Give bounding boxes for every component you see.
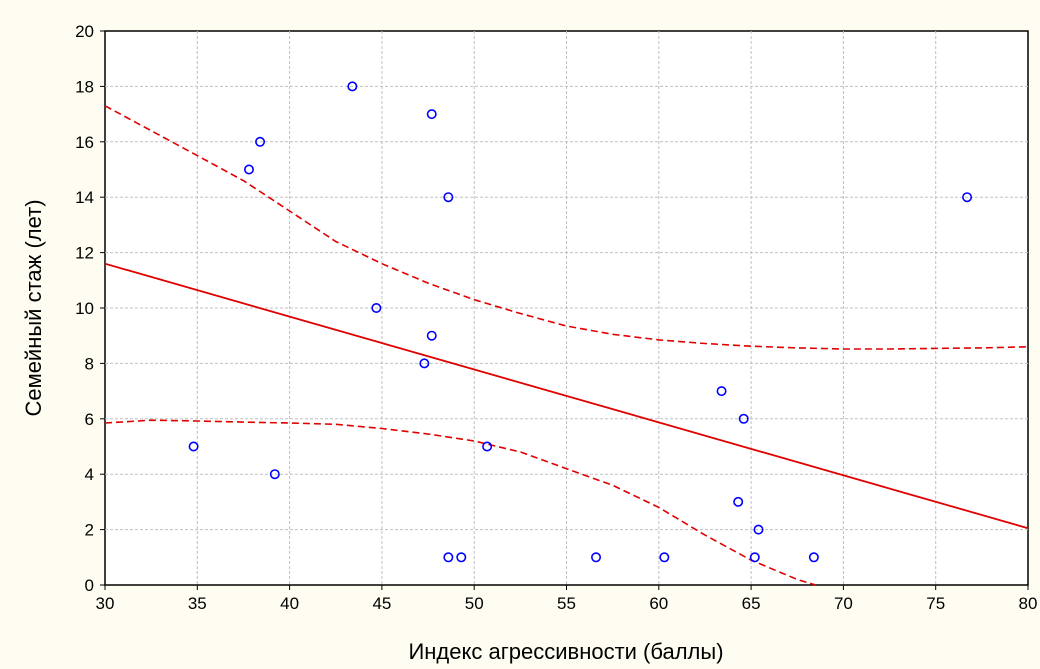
x-tick-label: 30 xyxy=(96,594,115,613)
data-point xyxy=(659,552,670,563)
data-point xyxy=(426,330,437,341)
axis-ticks xyxy=(100,30,1029,590)
y-tick-label: 0 xyxy=(85,576,94,595)
data-point xyxy=(456,552,467,563)
grid-lines xyxy=(105,31,1028,585)
y-tick-label: 2 xyxy=(85,521,94,540)
x-tick-label: 70 xyxy=(834,594,853,613)
data-point xyxy=(269,469,280,480)
x-tick-label: 65 xyxy=(742,594,761,613)
data-point xyxy=(749,552,760,563)
confidence-bands xyxy=(104,105,1029,586)
data-point xyxy=(733,496,744,507)
data-point xyxy=(443,552,454,563)
y-tick-labels: 0 2 4 6 8 10 12 14 16 18 20 xyxy=(75,22,94,595)
regression-line xyxy=(104,262,1029,530)
data-point xyxy=(808,552,819,563)
y-tick-label: 4 xyxy=(85,465,94,484)
data-point xyxy=(482,441,493,452)
y-tick-label: 20 xyxy=(75,22,94,41)
x-axis-title: Индекс агрессивности (баллы) xyxy=(408,639,723,664)
data-point xyxy=(255,136,266,147)
x-tick-labels: 30 35 40 45 50 55 60 65 70 75 80 xyxy=(96,594,1038,613)
x-tick-label: 60 xyxy=(649,594,668,613)
data-point xyxy=(716,386,727,397)
data-point xyxy=(443,192,454,203)
y-tick-label: 16 xyxy=(75,133,94,152)
y-tick-label: 18 xyxy=(75,77,94,96)
data-points xyxy=(188,81,973,563)
data-point xyxy=(591,552,602,563)
y-tick-label: 6 xyxy=(85,410,94,429)
x-tick-label: 35 xyxy=(188,594,207,613)
data-point xyxy=(188,441,199,452)
data-point xyxy=(243,164,254,175)
data-point xyxy=(738,413,749,424)
x-tick-label: 75 xyxy=(926,594,945,613)
regression-line-group xyxy=(104,262,1029,530)
data-point xyxy=(419,358,430,369)
y-tick-label: 10 xyxy=(75,299,94,318)
x-tick-label: 50 xyxy=(465,594,484,613)
data-point xyxy=(753,524,764,535)
data-point xyxy=(347,81,358,92)
data-point xyxy=(962,192,973,203)
confidence-lower-line xyxy=(104,419,816,586)
data-point xyxy=(371,302,382,313)
x-tick-label: 55 xyxy=(557,594,576,613)
x-tick-label: 40 xyxy=(280,594,299,613)
y-axis-title: Семейный стаж (лет) xyxy=(21,199,46,416)
y-tick-label: 8 xyxy=(85,354,94,373)
x-tick-label: 45 xyxy=(372,594,391,613)
y-tick-label: 12 xyxy=(75,244,94,263)
x-tick-label: 80 xyxy=(1019,594,1038,613)
data-point xyxy=(426,109,437,120)
y-tick-label: 14 xyxy=(75,188,94,207)
